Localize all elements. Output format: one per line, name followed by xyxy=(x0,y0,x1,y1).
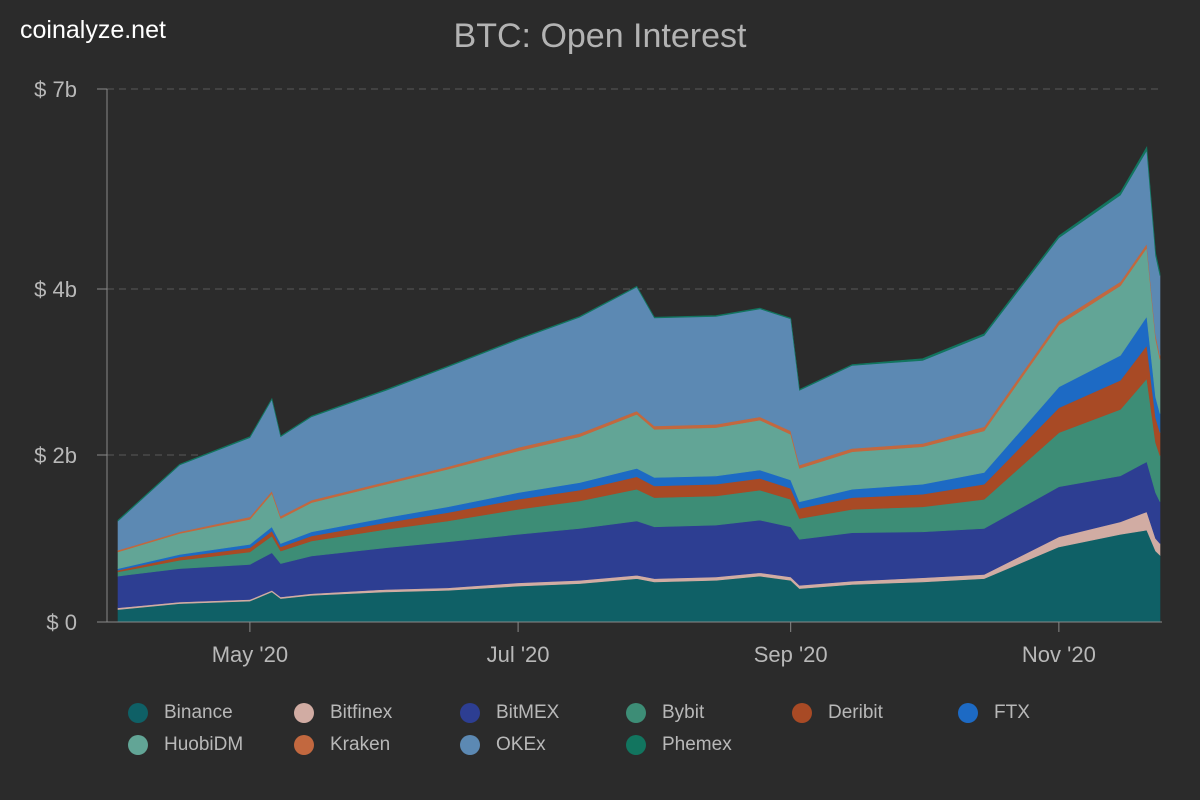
legend-label: FTX xyxy=(994,702,1030,723)
legend-label: Bybit xyxy=(662,702,705,723)
legend-swatch xyxy=(294,703,314,723)
y-tick-label-2: $ 4b xyxy=(34,277,77,302)
legend-swatch xyxy=(128,735,148,755)
x-tick-label-0: May '20 xyxy=(212,642,288,667)
y-tick-label-3: $ 7b xyxy=(34,77,77,102)
legend-label: HuobiDM xyxy=(164,734,244,755)
x-tick-label-3: Nov '20 xyxy=(1022,642,1096,667)
legend-swatch xyxy=(294,735,314,755)
legend-swatch xyxy=(460,703,480,723)
legend-label: Kraken xyxy=(330,734,391,755)
legend-item-bitmex[interactable]: BitMEX xyxy=(460,702,626,724)
open-interest-chart: BTC: Open Interest $ 0 $ 2b $ 4b $ 7b May '2… xyxy=(34,17,1162,667)
legend-swatch xyxy=(460,735,480,755)
axis-layer: $ 0 $ 2b $ 4b $ 7b May '20 Jul '20 Sep '20 Nov … xyxy=(34,77,1162,667)
legend-swatch xyxy=(626,735,646,755)
y-tick-label-1: $ 2b xyxy=(34,443,77,468)
area-series-phemex xyxy=(117,146,1161,522)
chart-legend: Binance Bitfinex BitMEX Bybit Deribit FTX Huob… xyxy=(128,702,1128,756)
chart-title: BTC: Open Interest xyxy=(454,17,747,55)
legend-label: Binance xyxy=(164,702,233,723)
y-tick-label-0: $ 0 xyxy=(46,610,77,635)
area-layer xyxy=(117,146,1161,623)
legend-item-bybit[interactable]: Bybit xyxy=(626,702,792,724)
legend-item-ftx[interactable]: FTX xyxy=(958,702,1124,724)
legend-label: Bitfinex xyxy=(330,702,393,723)
x-tick-label-1: Jul '20 xyxy=(487,642,550,667)
legend-label: OKEx xyxy=(496,734,546,755)
legend-swatch xyxy=(958,703,978,723)
legend-label: BitMEX xyxy=(496,702,560,723)
legend-item-huobidm[interactable]: HuobiDM xyxy=(128,734,294,756)
x-tick-label-2: Sep '20 xyxy=(754,642,828,667)
legend-item-phemex[interactable]: Phemex xyxy=(626,734,792,756)
brand-watermark: coinalyze.net xyxy=(20,16,166,44)
legend-item-okex[interactable]: OKEx xyxy=(460,734,626,756)
legend-item-binance[interactable]: Binance xyxy=(128,702,294,724)
legend-label: Deribit xyxy=(828,702,883,723)
legend-item-kraken[interactable]: Kraken xyxy=(294,734,460,756)
legend-label: Phemex xyxy=(662,734,732,755)
legend-swatch xyxy=(128,703,148,723)
legend-item-deribit[interactable]: Deribit xyxy=(792,702,958,724)
legend-swatch xyxy=(626,703,646,723)
legend-item-bitfinex[interactable]: Bitfinex xyxy=(294,702,460,724)
legend-swatch xyxy=(792,703,812,723)
